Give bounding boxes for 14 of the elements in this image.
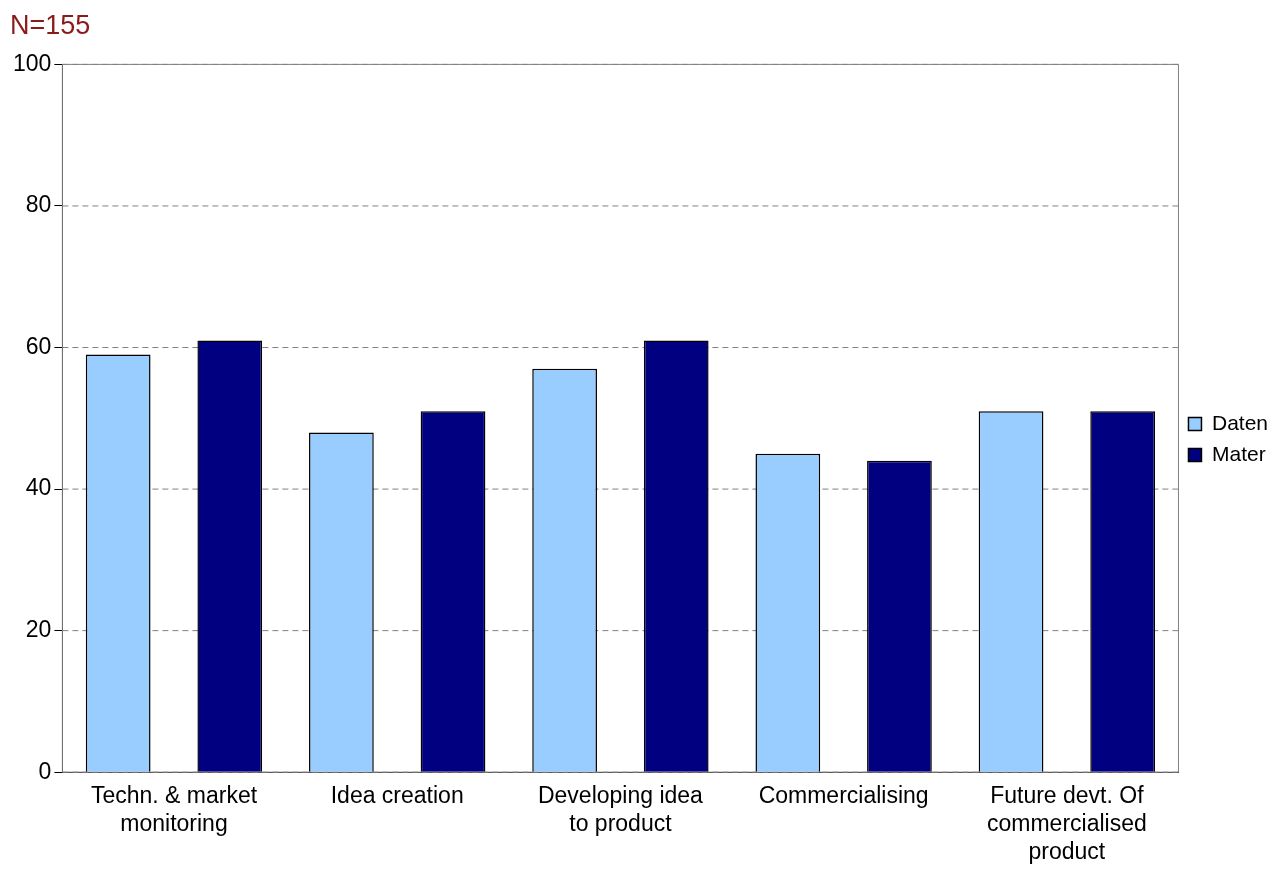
- legend-label: Mater: [1211, 441, 1266, 465]
- legend-label: Daten: [1211, 410, 1269, 434]
- x-tick-label: Commercialising: [758, 782, 929, 809]
- y-tick-label: 20: [25, 615, 52, 642]
- x-tick-label: Techn. & market monitoring: [90, 782, 258, 836]
- y-tick-label: 0: [38, 757, 52, 784]
- y-tick-label: 100: [13, 49, 52, 76]
- chart-title: N=155: [10, 9, 91, 40]
- y-tick-label: 80: [25, 191, 52, 218]
- x-tick-label: Future devt. Of commercialised product: [986, 782, 1147, 864]
- x-tick-label: Developing idea to product: [537, 782, 704, 836]
- y-tick-label: 40: [25, 474, 52, 501]
- x-tick-label: Idea creation: [330, 782, 464, 809]
- y-tick-label: 60: [25, 332, 52, 359]
